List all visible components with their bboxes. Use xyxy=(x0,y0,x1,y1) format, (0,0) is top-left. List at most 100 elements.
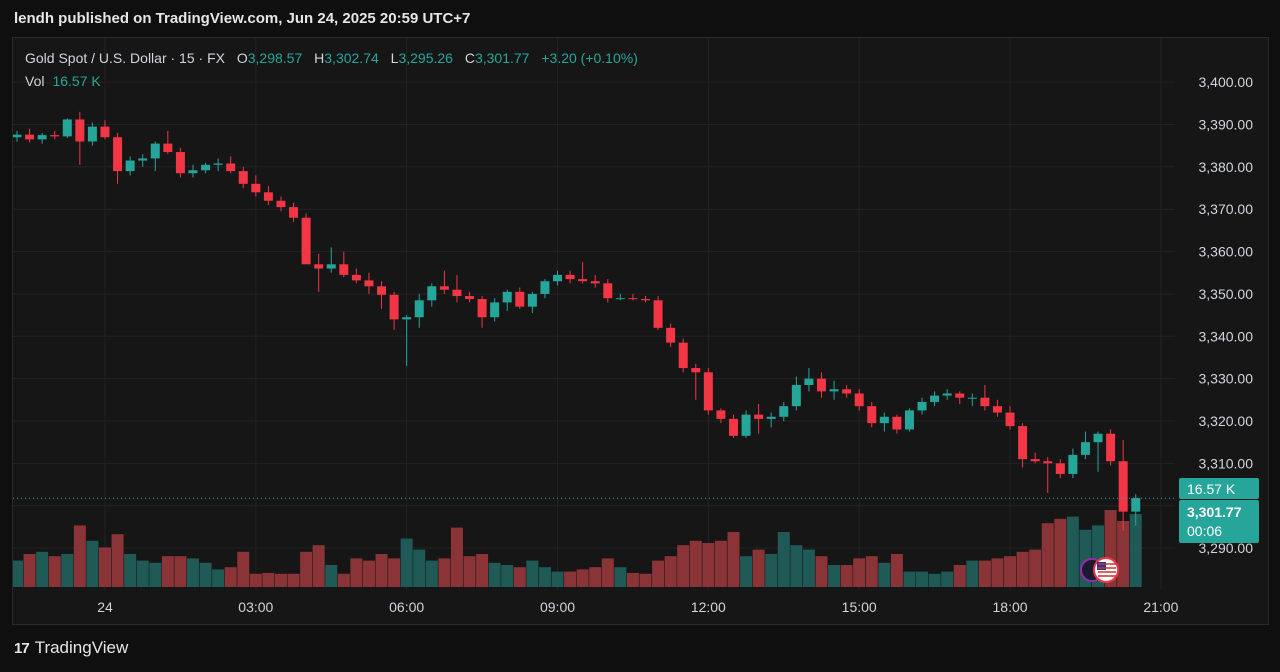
price-badge-text: 3,301.77 xyxy=(1187,504,1242,520)
volume-bar xyxy=(325,565,338,587)
volume-bar xyxy=(287,573,300,587)
candle-body xyxy=(188,170,198,174)
volume-bar xyxy=(476,554,489,587)
candle-body xyxy=(1118,461,1128,512)
change-value: +3.20 (+0.10%) xyxy=(541,50,638,66)
volume-bar xyxy=(425,560,438,587)
open-label: O xyxy=(236,50,248,66)
volume-badge xyxy=(1179,478,1259,499)
candle-body xyxy=(226,163,236,172)
candle-body xyxy=(628,298,638,300)
volume-bar xyxy=(664,556,677,587)
volume-bar xyxy=(400,538,413,587)
candle-body xyxy=(967,397,977,399)
x-tick-label: 06:00 xyxy=(389,599,424,615)
volume-bar xyxy=(614,567,627,587)
chart-panel[interactable]: 3,290.00 3,310.00 3,320.00 3,330.00 3,340.00… xyxy=(12,37,1269,625)
candlestick-chart[interactable]: 3,290.00 3,310.00 3,320.00 3,330.00 3,340.00… xyxy=(13,38,1268,624)
candle-body xyxy=(1093,433,1103,443)
volume-bar xyxy=(199,562,212,587)
candle-body xyxy=(339,264,349,275)
volume-bar xyxy=(124,554,137,587)
candle-body xyxy=(465,296,475,300)
candle-body xyxy=(263,192,273,201)
volume-bar xyxy=(13,560,23,587)
volume-bar xyxy=(765,554,778,587)
candle-body xyxy=(615,298,625,300)
volume-bar xyxy=(274,573,287,587)
y-tick-label: 3,330.00 xyxy=(1199,371,1254,387)
volume-bar xyxy=(149,562,162,587)
volume-bar xyxy=(853,558,866,587)
candle-body xyxy=(477,299,487,318)
volume-bar xyxy=(727,532,740,587)
candle-body xyxy=(653,300,663,328)
y-tick-label: 3,360.00 xyxy=(1199,244,1254,260)
x-tick-label: 12:00 xyxy=(691,599,726,615)
volume-label[interactable]: Vol xyxy=(25,73,45,89)
volume-bar xyxy=(777,532,790,587)
volume-bar xyxy=(388,558,401,587)
candle-body xyxy=(804,378,814,385)
candle-body xyxy=(641,299,650,301)
volume-bar xyxy=(450,527,463,587)
us-flag-canton xyxy=(1097,562,1106,570)
high-label: H xyxy=(314,50,325,66)
candle-body xyxy=(427,286,437,301)
volume-bar xyxy=(978,560,991,587)
volume-bar xyxy=(878,562,891,587)
y-tick-label: 3,350.00 xyxy=(1199,286,1254,302)
countdown-badge-text: 00:06 xyxy=(1187,523,1222,539)
candle-body xyxy=(930,395,940,402)
volume-bar xyxy=(73,525,86,587)
candle-body xyxy=(728,418,738,436)
volume-bar xyxy=(689,540,702,587)
volume-bar xyxy=(1129,513,1142,587)
volume-bar xyxy=(941,571,954,587)
candle-body xyxy=(590,281,600,284)
volume-bar xyxy=(463,556,476,587)
volume-bar xyxy=(551,571,564,587)
candle-body xyxy=(829,389,839,392)
volume-bar xyxy=(61,554,74,587)
volume-bar xyxy=(576,569,589,587)
candle-body xyxy=(892,416,902,430)
y-tick-label: 3,370.00 xyxy=(1199,201,1254,217)
candle-body xyxy=(13,134,22,138)
candle-body xyxy=(779,406,789,417)
candle-body xyxy=(565,274,575,280)
x-tick-label: 09:00 xyxy=(540,599,575,615)
candle-body xyxy=(113,137,123,172)
volume-bar xyxy=(312,545,325,587)
candle-body xyxy=(540,281,550,294)
candle-body xyxy=(741,414,751,436)
candle-body xyxy=(414,300,424,318)
volume-bar xyxy=(652,560,665,587)
tradingview-brand[interactable]: TradingView xyxy=(34,638,129,657)
candle-body xyxy=(75,119,85,142)
volume-bar xyxy=(677,545,690,587)
volume-bar xyxy=(1016,551,1029,587)
candle-body xyxy=(163,143,173,153)
candle-body xyxy=(791,385,801,407)
candle-body xyxy=(703,372,713,411)
volume-bar xyxy=(362,560,375,587)
candle-body xyxy=(515,291,525,307)
volume-bar xyxy=(513,567,526,587)
candle-body xyxy=(1080,442,1090,455)
close-label: C xyxy=(464,50,475,66)
volume-bar xyxy=(903,571,916,587)
candle-body xyxy=(1018,426,1028,460)
y-tick-label: 3,340.00 xyxy=(1199,328,1254,344)
volume-bar xyxy=(98,547,111,587)
symbol-title[interactable]: Gold Spot / U.S. Dollar · 15 · FX xyxy=(25,50,225,66)
volume-bar xyxy=(161,556,174,587)
tradingview-logo-icon[interactable]: 17 xyxy=(14,639,30,657)
volume-bar xyxy=(1029,549,1042,587)
grid-lines xyxy=(13,38,1175,590)
candle-body xyxy=(364,280,374,287)
candle-body xyxy=(301,217,311,265)
volume-bar xyxy=(538,567,551,587)
candle-body xyxy=(716,410,726,419)
candle-body xyxy=(402,317,412,320)
